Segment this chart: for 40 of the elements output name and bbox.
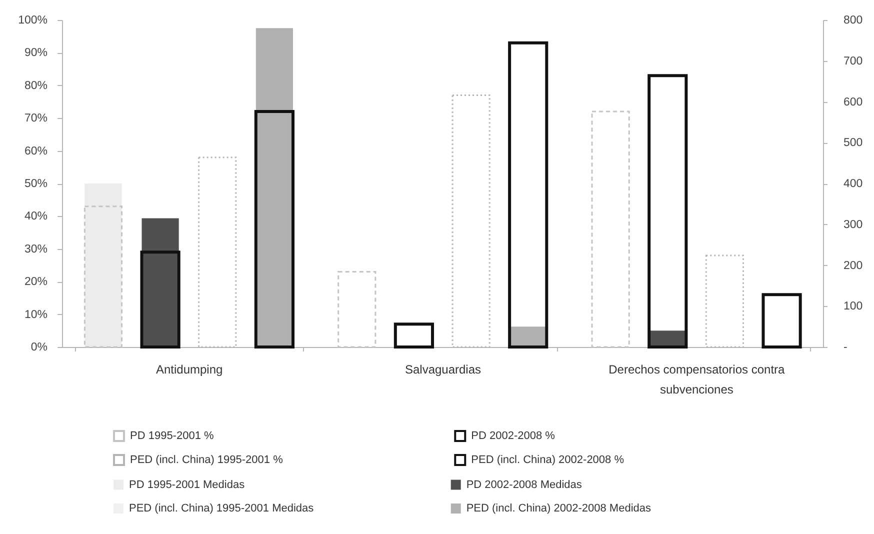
legend-label: PD 2002-2008 % xyxy=(471,430,556,442)
bar xyxy=(338,271,376,348)
y2-tick-label: 600 xyxy=(844,96,863,108)
legend-label: PED (incl. China) 1995-2001 % xyxy=(130,454,284,466)
bar xyxy=(508,41,548,348)
bar xyxy=(142,218,179,347)
bar xyxy=(394,322,434,348)
x-tick-label: Antidumping xyxy=(156,362,223,376)
y2-tick-label: 400 xyxy=(844,178,863,190)
bar xyxy=(762,293,802,348)
y2-tick-label: 800 xyxy=(844,14,863,26)
x-tick-label: Derechos compensatorios contra subvenciones xyxy=(608,362,786,396)
y-tick-label: 20% xyxy=(24,276,48,288)
y2-tick-label: 500 xyxy=(844,137,863,150)
y-tick-label: 100% xyxy=(18,14,48,26)
legend-label: PED (incl. China) 1995-2001 Medidas xyxy=(129,502,314,514)
y2-tick-label: 100 xyxy=(844,300,863,313)
y-tick-label: 40% xyxy=(24,210,48,223)
y-tick-label: 0% xyxy=(30,342,48,354)
y-tick-label: 50% xyxy=(24,178,48,190)
bar xyxy=(648,74,688,348)
bar xyxy=(256,28,293,347)
legend-label: PED (incl. China) 2002-2008 % xyxy=(471,454,624,466)
y2-tick-label: 300 xyxy=(844,218,863,231)
y2-tick-label: - xyxy=(844,342,848,354)
x-tick-label: Salvaguardias xyxy=(404,362,482,376)
y-tick-label: 80% xyxy=(24,80,48,92)
y2-tick-label: 200 xyxy=(844,260,863,272)
legend-label: PD 2002-2008 Medidas xyxy=(466,478,582,491)
y-tick-label: 60% xyxy=(24,145,48,158)
y-tick-label: 90% xyxy=(24,47,48,60)
y-tick-label: 30% xyxy=(24,243,48,256)
bar xyxy=(84,184,122,347)
legend-label: PED (incl. China) 2002-2008 Medidas xyxy=(466,502,652,514)
bar xyxy=(591,110,630,348)
legend-label: PD 1995-2001 Medidas xyxy=(129,478,246,491)
legend-label: PD 1995-2001 % xyxy=(130,430,214,442)
y-tick-label: 10% xyxy=(24,308,48,321)
y-tick-label: 70% xyxy=(24,112,48,125)
y2-tick-label: 700 xyxy=(844,55,863,68)
